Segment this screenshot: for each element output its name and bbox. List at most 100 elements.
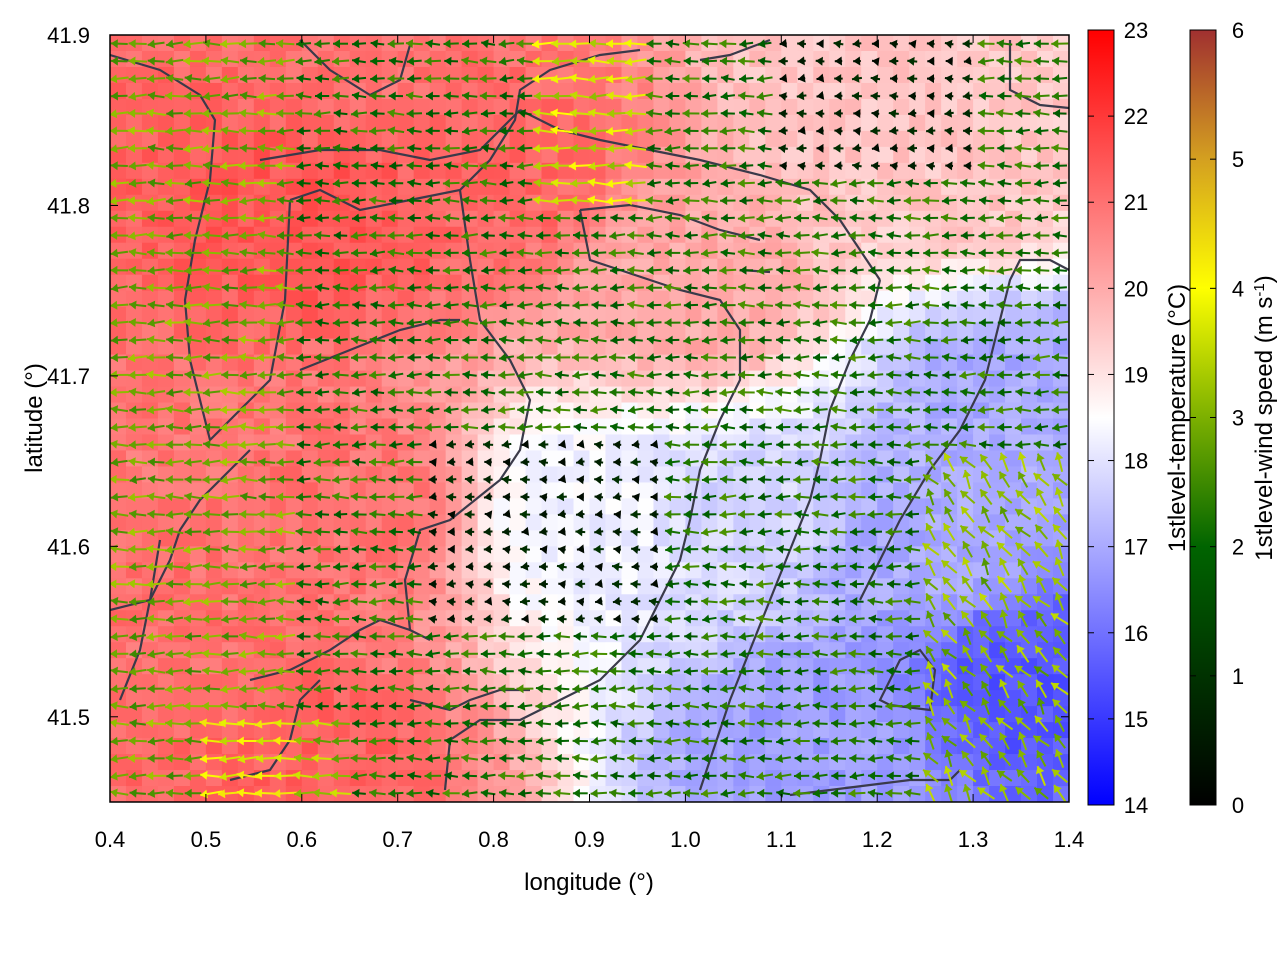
heat-cell — [189, 450, 207, 468]
heat-cell — [285, 242, 303, 260]
heat-cell — [317, 290, 335, 308]
heat-cell — [365, 642, 383, 659]
heat-cell — [253, 514, 271, 531]
heat-cell — [605, 578, 623, 595]
heat-cell — [269, 258, 287, 276]
heat-cell — [157, 35, 175, 52]
heat-cell — [157, 530, 175, 547]
heat-cell — [781, 514, 798, 531]
heat-cell — [365, 514, 383, 531]
heat-cell — [205, 770, 223, 787]
heat-cell — [189, 50, 207, 68]
heat-cell — [781, 386, 798, 404]
heat-cell — [269, 722, 287, 739]
heat-cell — [221, 706, 239, 723]
heat-cell — [110, 578, 127, 595]
heat-cell — [957, 482, 974, 499]
heat-cell — [173, 338, 191, 356]
heat-cell — [941, 242, 958, 260]
heat-cell — [637, 466, 655, 484]
heat-cell — [285, 530, 303, 547]
heat-cell — [173, 434, 191, 452]
heat-cell — [701, 514, 718, 531]
heat-cell — [957, 66, 974, 84]
heat-cell — [941, 306, 958, 324]
heat-cell — [125, 498, 143, 515]
heat-cell — [653, 322, 671, 340]
heat-cell — [110, 722, 127, 739]
heat-cell — [1005, 130, 1022, 148]
heat-cell — [413, 98, 431, 116]
heat-cell — [797, 114, 814, 132]
heat-cell — [573, 322, 591, 340]
heat-cell — [269, 50, 287, 68]
heat-cell — [333, 514, 351, 531]
heat-cell — [157, 690, 175, 707]
heat-cell — [205, 498, 223, 515]
heat-cell — [589, 514, 607, 531]
heat-cell — [237, 338, 255, 356]
heat-cell — [301, 690, 319, 707]
heat-cell — [365, 162, 383, 180]
heat-cell — [621, 770, 639, 787]
heat-cell — [317, 242, 335, 260]
heat-cell — [813, 514, 830, 531]
heat-cell — [637, 578, 655, 595]
heat-cell — [381, 130, 399, 148]
heat-cell — [653, 754, 671, 771]
heat-cell — [1053, 130, 1069, 148]
heat-cell — [333, 258, 351, 276]
heat-cell — [541, 386, 559, 404]
heat-cell — [349, 322, 367, 340]
heat-cell — [301, 98, 319, 116]
heat-cell — [269, 130, 287, 148]
heat-cell — [861, 594, 878, 611]
heat-cell — [781, 578, 798, 595]
heat-cell — [829, 66, 846, 84]
heat-cell — [893, 386, 910, 404]
heat-cell — [349, 114, 367, 132]
heat-cell — [397, 786, 415, 802]
heat-cell — [877, 130, 894, 148]
heat-cell — [157, 322, 175, 340]
heat-cell — [301, 162, 319, 180]
heat-cell — [413, 482, 431, 499]
heat-cell — [205, 306, 223, 324]
heat-cell — [141, 354, 159, 372]
heat-cell — [269, 162, 287, 180]
heat-cell — [301, 258, 319, 276]
heat-cell — [877, 114, 894, 132]
heat-cell — [189, 322, 207, 340]
heat-cell — [205, 786, 223, 802]
heat-cell — [861, 194, 878, 212]
heat-cell — [349, 514, 367, 531]
heat-cell — [429, 130, 447, 148]
heat-cell — [701, 706, 718, 723]
heat-cell — [173, 706, 191, 723]
heat-cell — [525, 450, 543, 468]
heat-cell — [141, 146, 159, 164]
heat-cell — [413, 578, 431, 595]
heat-cell — [861, 754, 878, 771]
heat-cell — [733, 258, 750, 276]
heat-cell — [541, 258, 559, 276]
heat-cell — [253, 114, 271, 132]
heat-cell — [110, 514, 127, 531]
heat-cell — [429, 578, 447, 595]
heat-cell — [237, 322, 255, 340]
heat-cell — [301, 770, 319, 787]
heat-cell — [285, 306, 303, 324]
heat-cell — [141, 130, 159, 148]
heat-cell — [317, 322, 335, 340]
heat-cell — [285, 322, 303, 340]
heat-cell — [173, 594, 191, 611]
heat-cell — [397, 722, 415, 739]
heat-cell — [397, 594, 415, 611]
heat-cell — [557, 434, 575, 452]
heat-cell — [269, 450, 287, 468]
heat-cell — [110, 530, 127, 547]
heat-cell — [893, 194, 910, 212]
heat-cell — [125, 722, 143, 739]
heat-cell — [285, 642, 303, 659]
heat-cell — [237, 498, 255, 515]
